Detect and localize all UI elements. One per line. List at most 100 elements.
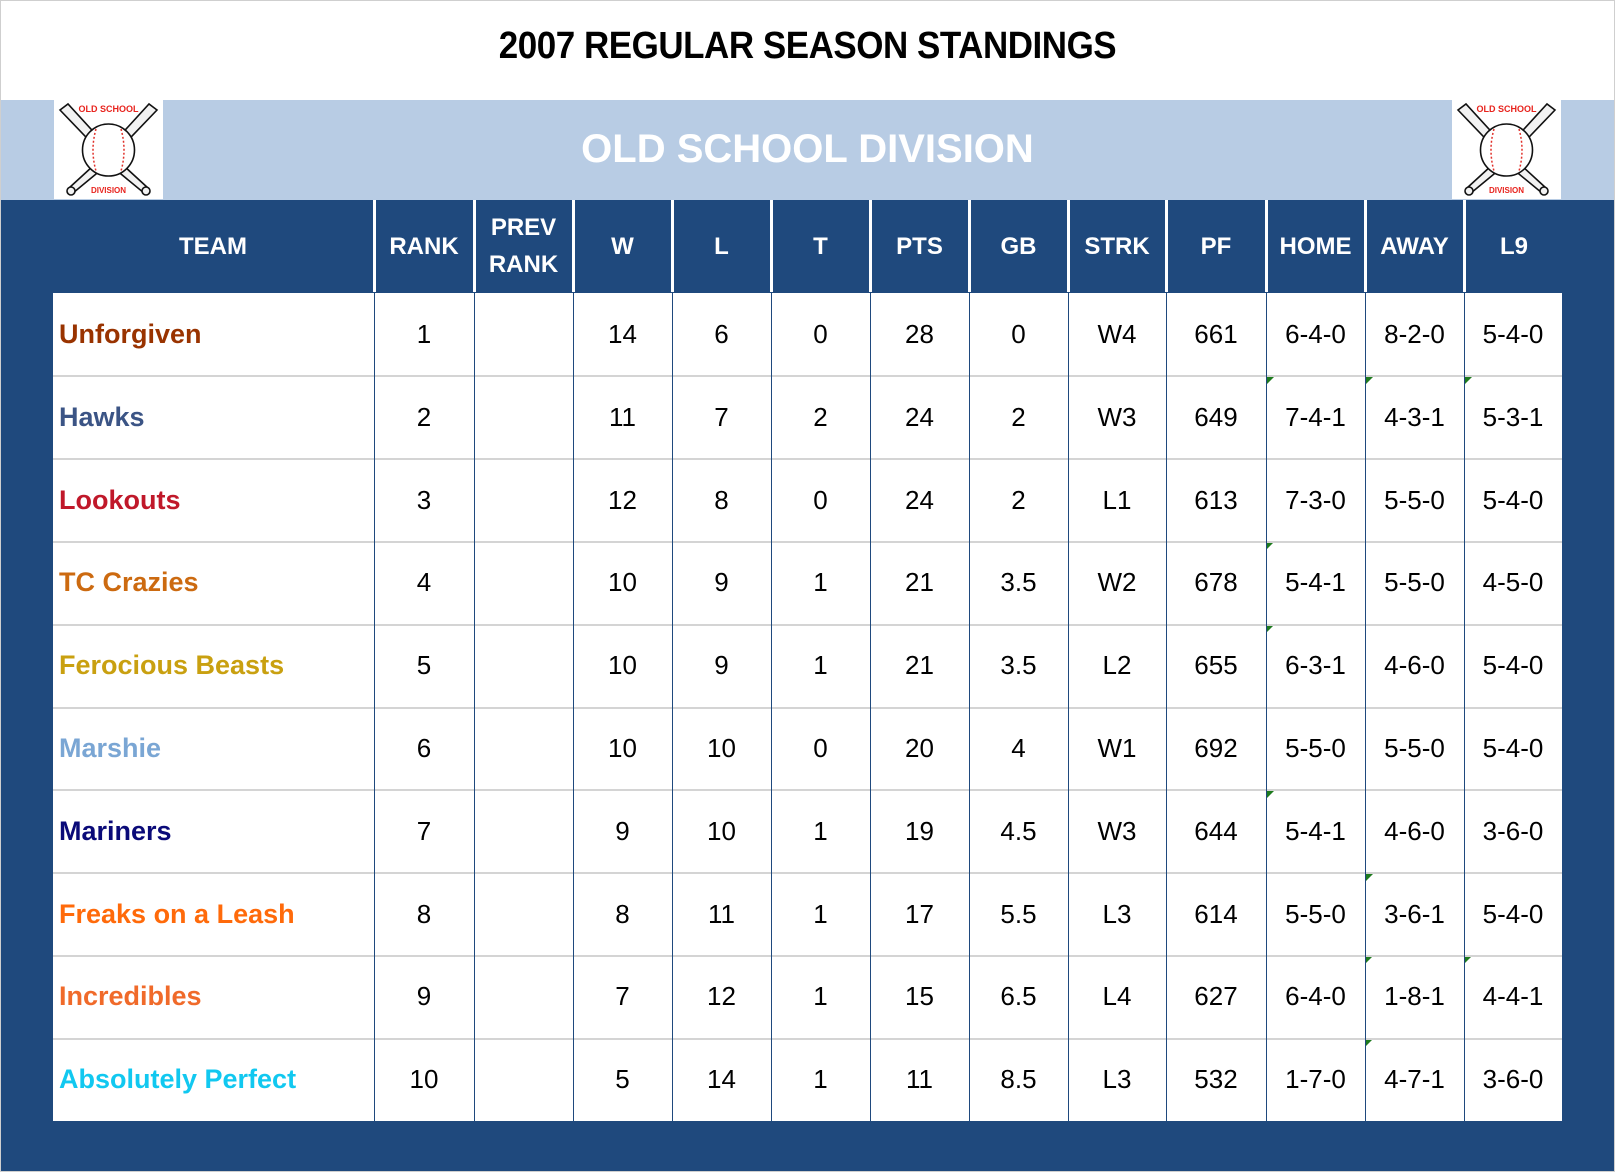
points-cell[interactable]: 28 [905,319,934,349]
rank-cell[interactable]: 9 [416,981,432,1012]
prev-rank-cell[interactable] [474,624,573,707]
points-for-cell[interactable]: 649 [1194,401,1238,432]
rank-cell[interactable]: 6 [416,733,432,763]
games-behind-cell[interactable]: 8.5 [1000,1064,1037,1095]
col-header-pf[interactable]: PF [1168,200,1264,292]
losses-cell[interactable]: 6 [714,319,729,349]
wins-cell[interactable]: 12 [608,484,637,515]
table-row[interactable]: Mariners 7 9 10 1 19 4.5 W3 644 5-4-1 4-… [53,790,1562,873]
home-record-cell[interactable]: 5-4-1 [1266,790,1365,873]
away-record-cell[interactable]: 5-5-0 [1384,567,1445,598]
ties-cell[interactable]: 0 [813,733,828,763]
games-behind-cell[interactable]: 2 [1011,484,1026,515]
col-header-team[interactable]: TEAM [53,200,373,292]
points-for-cell[interactable]: 627 [1194,981,1238,1012]
home-record-cell[interactable]: 5-5-0 [1285,898,1346,929]
games-behind-cell[interactable]: 4 [1011,733,1026,763]
rank-cell[interactable]: 1 [416,319,432,349]
home-record-cell[interactable]: 7-4-1 [1266,376,1365,459]
table-row[interactable]: Ferocious Beasts 5 10 9 1 21 3.5 L2 655 … [53,624,1562,707]
away-record-cell[interactable]: 1-8-1 [1365,955,1464,1038]
losses-cell[interactable]: 14 [707,1064,736,1095]
ties-cell[interactable]: 0 [813,319,828,349]
games-behind-cell[interactable]: 5.5 [1000,898,1037,929]
team-name[interactable]: TC Crazies [59,567,199,598]
last9-record-cell[interactable]: 5-4-0 [1482,898,1544,929]
points-for-cell[interactable]: 613 [1194,484,1238,515]
streak-cell[interactable]: W3 [1097,815,1137,846]
wins-cell[interactable]: 5 [615,1064,630,1095]
ties-cell[interactable]: 1 [813,1064,828,1095]
col-header-rank[interactable]: RANK [376,200,472,292]
losses-cell[interactable]: 10 [707,733,736,763]
streak-cell[interactable]: W1 [1097,733,1137,763]
col-header-pts[interactable]: PTS [872,200,967,292]
ties-cell[interactable]: 1 [813,567,828,598]
points-cell[interactable]: 20 [905,733,934,763]
points-for-cell[interactable]: 614 [1194,898,1238,929]
home-record-cell[interactable]: 1-7-0 [1285,1064,1346,1095]
table-row[interactable]: TC Crazies 4 10 9 1 21 3.5 W2 678 5-4-1 … [53,541,1562,624]
col-header-gb[interactable]: GB [971,200,1066,292]
rank-cell[interactable]: 10 [409,1064,439,1095]
streak-cell[interactable]: L3 [1102,1064,1132,1095]
prev-rank-cell[interactable] [474,955,573,1038]
prev-rank-cell[interactable] [474,873,573,956]
away-record-cell[interactable]: 5-5-0 [1384,733,1445,763]
away-record-cell[interactable]: 8-2-0 [1384,319,1445,349]
points-cell[interactable]: 17 [905,898,934,929]
points-cell[interactable]: 21 [905,567,934,598]
wins-cell[interactable]: 10 [608,567,637,598]
home-record-cell[interactable]: 5-5-0 [1285,733,1346,763]
games-behind-cell[interactable]: 0 [1011,319,1026,349]
points-for-cell[interactable]: 661 [1194,319,1238,349]
points-cell[interactable]: 15 [905,981,934,1012]
prev-rank-cell[interactable] [474,790,573,873]
rank-cell[interactable]: 5 [416,650,432,681]
team-name[interactable]: Ferocious Beasts [59,650,285,681]
rank-cell[interactable]: 8 [416,898,432,929]
points-for-cell[interactable]: 655 [1194,650,1238,681]
losses-cell[interactable]: 9 [714,650,729,681]
points-cell[interactable]: 21 [905,650,934,681]
team-name[interactable]: Unforgiven [59,319,202,349]
col-header-prev-rank[interactable]: PREV RANK [476,200,571,292]
table-row[interactable]: Unforgiven 1 14 6 0 28 0 W4 661 6-4-0 8-… [53,293,1562,376]
wins-cell[interactable]: 14 [608,319,637,349]
prev-rank-cell[interactable] [474,459,573,542]
team-name[interactable]: Freaks on a Leash [59,898,295,929]
games-behind-cell[interactable]: 3.5 [1000,650,1037,681]
last9-record-cell[interactable]: 5-4-0 [1482,484,1544,515]
home-record-cell[interactable]: 6-4-0 [1285,981,1346,1012]
prev-rank-cell[interactable] [474,293,573,376]
points-cell[interactable]: 11 [906,1064,933,1095]
home-record-cell[interactable]: 5-4-1 [1266,541,1365,624]
table-row[interactable]: Absolutely Perfect 10 5 14 1 11 8.5 L3 5… [53,1038,1562,1121]
points-for-cell[interactable]: 644 [1194,815,1238,846]
rank-cell[interactable]: 7 [416,815,432,846]
col-header-t[interactable]: T [773,200,868,292]
losses-cell[interactable]: 8 [714,484,729,515]
home-record-cell[interactable]: 7-3-0 [1285,484,1346,515]
losses-cell[interactable]: 10 [707,815,736,846]
points-for-cell[interactable]: 692 [1194,733,1238,763]
team-name[interactable]: Absolutely Perfect [59,1064,297,1095]
table-row[interactable]: Lookouts 3 12 8 0 24 2 L1 613 7-3-0 5-5-… [53,459,1562,542]
games-behind-cell[interactable]: 6.5 [1000,981,1037,1012]
last9-record-cell[interactable]: 5-4-0 [1482,733,1544,763]
wins-cell[interactable]: 9 [615,815,630,846]
streak-cell[interactable]: W2 [1097,567,1137,598]
points-for-cell[interactable]: 532 [1194,1064,1238,1095]
ties-cell[interactable]: 1 [813,981,828,1012]
last9-record-cell[interactable]: 5-3-1 [1464,376,1562,459]
streak-cell[interactable]: L2 [1102,650,1132,681]
last9-record-cell[interactable]: 5-4-0 [1482,650,1544,681]
team-name[interactable]: Lookouts [59,484,181,515]
team-name[interactable]: Incredibles [59,981,202,1012]
away-record-cell[interactable]: 4-6-0 [1384,815,1445,846]
away-record-cell[interactable]: 4-3-1 [1365,376,1464,459]
games-behind-cell[interactable]: 4.5 [1000,815,1037,846]
ties-cell[interactable]: 0 [813,484,828,515]
last9-record-cell[interactable]: 3-6-0 [1482,1064,1544,1095]
col-header-l9[interactable]: L9 [1466,200,1562,292]
